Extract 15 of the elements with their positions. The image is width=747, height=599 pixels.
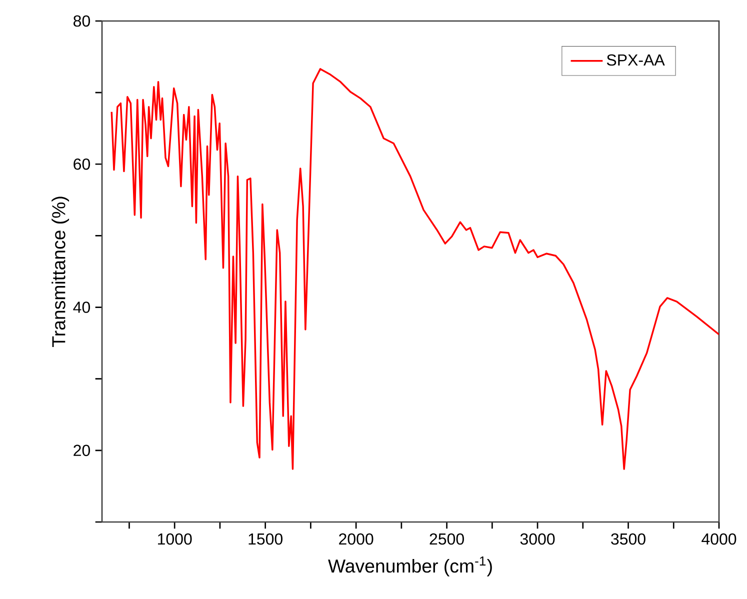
x-tick-label: 2000 (339, 533, 374, 545)
y-axis-title: Transmittance (%) (52, 196, 70, 347)
x-tick-label: 1500 (248, 533, 282, 545)
x-tick-label: 1000 (158, 533, 192, 545)
y-tick-label: 80 (74, 15, 90, 27)
line-series (110, 68, 719, 470)
x-tick-label: 3500 (611, 533, 646, 545)
y-tick-label: 40 (73, 302, 90, 313)
y-tick-label: 60 (74, 158, 90, 170)
x-tick-label: 4000 (702, 533, 736, 545)
legend-label: SPX-AA (606, 54, 665, 66)
x-axis-title: Wavenumber (cm$^{-1}$) (328, 556, 492, 576)
x-tick-label: 3000 (520, 533, 555, 545)
x-tick-label: 2500 (430, 533, 464, 545)
y-tick-label: 20 (74, 444, 90, 456)
